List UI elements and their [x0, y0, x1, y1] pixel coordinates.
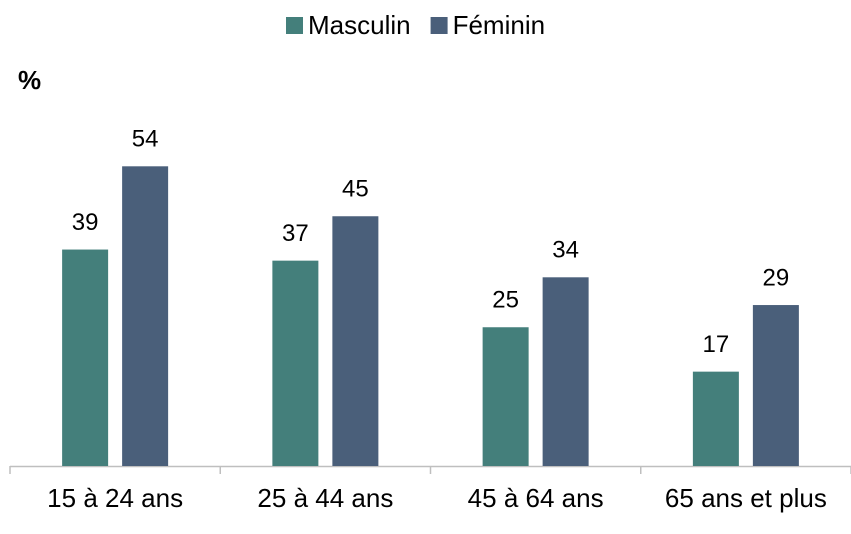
value-label: 25	[492, 287, 519, 314]
value-label: 37	[282, 220, 309, 247]
bar	[332, 216, 379, 466]
bar	[122, 166, 169, 467]
bar	[62, 249, 109, 466]
x-tick-label: 25 à 44 ans	[257, 483, 393, 513]
x-tick-label: 15 à 24 ans	[47, 483, 183, 513]
x-tick-label: 45 à 64 ans	[468, 483, 604, 513]
bar	[692, 371, 739, 466]
value-label: 29	[763, 264, 790, 291]
y-axis-label: %	[18, 65, 41, 95]
bar	[542, 277, 589, 466]
value-label: 45	[342, 176, 369, 203]
value-label: 17	[703, 331, 730, 358]
legend-label: Féminin	[453, 10, 545, 40]
bar	[272, 260, 319, 466]
bar	[752, 305, 799, 466]
value-label: 34	[552, 237, 579, 264]
x-tick-label: 65 ans et plus	[665, 483, 827, 513]
value-label: 39	[72, 209, 99, 236]
legend-swatch	[286, 17, 303, 34]
bar	[482, 327, 529, 466]
legend-swatch	[430, 17, 448, 34]
legend-label: Masculin	[308, 10, 411, 40]
value-label: 54	[132, 126, 159, 153]
